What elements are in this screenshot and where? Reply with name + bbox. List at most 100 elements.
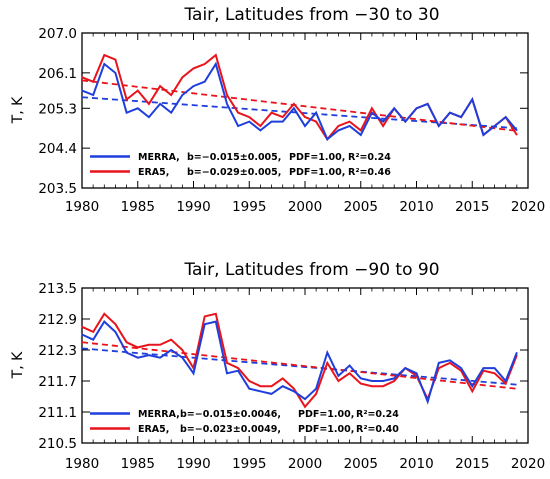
data-point-era5 — [315, 120, 317, 123]
data-point-era5 — [204, 63, 206, 65]
data-point-merra — [493, 125, 496, 127]
data-point-era5 — [337, 125, 340, 127]
data-point-merra — [126, 112, 128, 114]
data-point-era5 — [349, 120, 351, 123]
legend-name: ERA5, — [138, 167, 169, 178]
data-point-merra — [92, 94, 94, 96]
legend-pdf: PDF=1.00, — [289, 152, 345, 163]
data-point-era5 — [103, 313, 105, 315]
x-tick-label: 1990 — [176, 199, 210, 215]
data-point-merra — [326, 138, 328, 140]
data-point-era5 — [493, 372, 496, 374]
data-point-era5 — [293, 103, 295, 105]
legend: MERRA, b=−0.015±0.005, PDF=1.00, R²=0.24 ERA… — [90, 152, 391, 178]
legend-slope: b=−0.015±0.005, — [187, 152, 281, 163]
data-point-merra — [215, 320, 217, 323]
data-point-era5 — [137, 346, 139, 349]
data-point-era5 — [393, 380, 395, 382]
data-point-merra — [449, 359, 451, 361]
y-axis-label: T, K — [10, 351, 26, 379]
y-tick-label: 212.9 — [38, 312, 77, 328]
data-point-merra — [326, 351, 328, 354]
data-point-merra — [259, 129, 261, 132]
series-line-era5 — [81, 312, 518, 409]
data-point-merra — [360, 134, 362, 136]
x-tick-label: 2020 — [511, 456, 545, 472]
x-ticks: 1980 1985 1990 1995 2000 2005 2010 2015 2020 — [65, 288, 545, 472]
data-point-merra — [393, 107, 395, 109]
data-point-era5 — [360, 382, 362, 385]
data-point-merra — [315, 112, 317, 114]
data-point-era5 — [505, 382, 507, 385]
series-line-merra — [81, 61, 518, 141]
data-point-merra — [371, 112, 373, 114]
chart-title: Tair, Latitudes from −90 to 90 — [183, 260, 439, 280]
data-point-merra — [226, 372, 228, 374]
trend-lines — [81, 341, 517, 390]
data-point-merra — [81, 333, 83, 336]
y-tick-label: 207.0 — [38, 26, 77, 42]
y-axis-label: T, K — [10, 96, 26, 124]
data-point-era5 — [159, 85, 161, 87]
y-tick-label: 210.5 — [38, 436, 77, 452]
data-point-era5 — [215, 54, 217, 56]
data-point-era5 — [282, 377, 284, 380]
series-line-merra — [81, 320, 518, 405]
y-tick-label: 205.3 — [38, 101, 77, 117]
data-point-era5 — [114, 58, 117, 61]
data-point-merra — [304, 125, 306, 127]
y-ticks: 203.5 204.4 205.3 206.1 207.0 — [38, 26, 528, 197]
trend-lines — [81, 79, 517, 132]
data-point-merra — [181, 94, 183, 96]
data-point-merra — [360, 377, 362, 380]
x-tick-label: 2000 — [288, 199, 322, 215]
data-point-era5 — [304, 406, 306, 408]
data-point-era5 — [270, 112, 273, 114]
data-point-era5 — [371, 107, 373, 109]
data-point-merra — [337, 129, 340, 132]
data-point-era5 — [326, 362, 328, 364]
legend-name: MERRA, — [138, 152, 180, 163]
x-tick-label: 1990 — [176, 456, 210, 472]
data-point-merra — [126, 351, 128, 354]
data-point-merra — [304, 398, 306, 400]
data-point-merra — [270, 393, 273, 395]
chart-title: Tair, Latitudes from −30 to 30 — [183, 5, 439, 25]
data-point-merra — [237, 125, 239, 127]
data-point-merra — [293, 390, 295, 392]
data-point-merra — [438, 125, 440, 127]
data-point-merra — [415, 107, 418, 109]
legend-name: ERA5, — [138, 424, 169, 435]
data-point-era5 — [181, 76, 183, 78]
panel-bottom: Tair, Latitudes from −90 to 90 T, K 1980… — [10, 260, 545, 472]
data-point-merra — [482, 367, 484, 369]
data-point-era5 — [282, 116, 284, 118]
trend-line-era5 — [81, 79, 517, 132]
data-point-merra — [170, 112, 172, 114]
data-point-era5 — [126, 98, 128, 101]
legend: MERRA, b=−0.015±0.0046, PDF=1.00, R²=0.24 ER… — [90, 409, 399, 435]
data-point-era5 — [226, 94, 228, 96]
data-point-era5 — [92, 81, 94, 83]
x-tick-label: 2005 — [344, 456, 378, 472]
x-tick-label: 1995 — [232, 199, 266, 215]
data-point-merra — [349, 125, 351, 127]
data-point-merra — [114, 72, 117, 74]
data-point-era5 — [471, 390, 473, 392]
x-tick-label: 1985 — [121, 199, 155, 215]
data-point-merra — [293, 107, 295, 109]
x-tick-label: 2020 — [511, 199, 545, 215]
data-point-era5 — [148, 344, 150, 346]
data-point-merra — [159, 103, 161, 105]
data-point-era5 — [382, 385, 384, 387]
legend-r2: R²=0.24 — [348, 152, 391, 163]
data-point-era5 — [226, 362, 228, 364]
trend-line-era5 — [81, 341, 517, 390]
data-point-era5 — [438, 367, 440, 369]
data-point-era5 — [293, 388, 295, 390]
x-tick-label: 2010 — [399, 456, 433, 472]
y-tick-label: 211.7 — [38, 374, 77, 390]
legend-r2: R²=0.40 — [356, 424, 399, 435]
data-point-merra — [181, 357, 183, 359]
